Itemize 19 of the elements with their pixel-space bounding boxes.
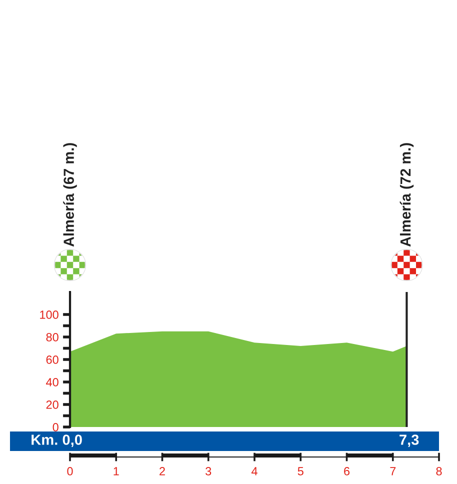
y-tick-label: 0 [52, 423, 58, 432]
y-tick-label: 40 [46, 378, 58, 386]
x-tick-label: 1 [114, 467, 119, 476]
x-tick-label: 0 [67, 467, 73, 476]
x-tick-label: 8 [436, 467, 442, 476]
text: 7,3 [400, 434, 419, 448]
text: Almería (72 m.) [400, 143, 414, 247]
text: Almería (67 m.) [63, 143, 77, 247]
x-tick-label: 3 [206, 467, 212, 476]
x-tick-label: 4 [251, 467, 258, 476]
y-tick-label: 20 [46, 400, 58, 409]
y-tick-label: 80 [46, 333, 58, 342]
x-tick-label: 7 [390, 467, 396, 476]
x-tick-label: 2 [160, 467, 165, 476]
y-tick-label: 60 [46, 356, 58, 364]
y-tick-label: 100 [40, 310, 58, 319]
x-tick-label: 6 [344, 467, 350, 476]
x-tick-label: 5 [298, 467, 304, 476]
text: Km. 0,0 [32, 434, 82, 448]
